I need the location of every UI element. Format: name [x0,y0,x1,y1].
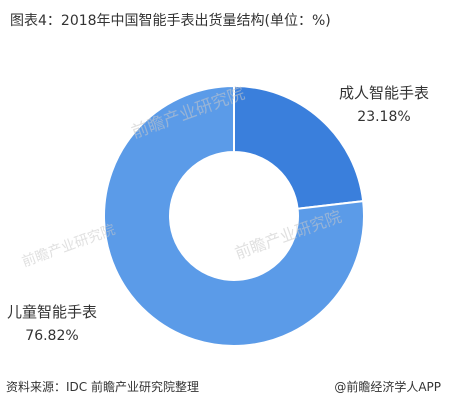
source-note: 资料来源：IDC 前瞻产业研究院整理 [6,380,199,394]
slices-group [103,84,365,347]
chart-title: 图表4：2018年中国智能手表出货量结构(单位：%) [10,13,331,29]
slice-value-label-2: 76.82% [25,328,78,344]
slice-value-label-1: 23.18% [357,109,410,125]
slice-2 [103,84,365,347]
labels-group: 成人智能手表 23.18% 儿童智能手表 76.82% [7,84,429,344]
slice-1 [233,84,365,210]
slice-label-2: 儿童智能手表 [7,303,97,321]
watermark-3: 前瞻产业研究院 [20,221,118,270]
brand-credit: @前瞻经济学人APP [334,380,441,394]
slice-label-1: 成人智能手表 [339,84,429,102]
